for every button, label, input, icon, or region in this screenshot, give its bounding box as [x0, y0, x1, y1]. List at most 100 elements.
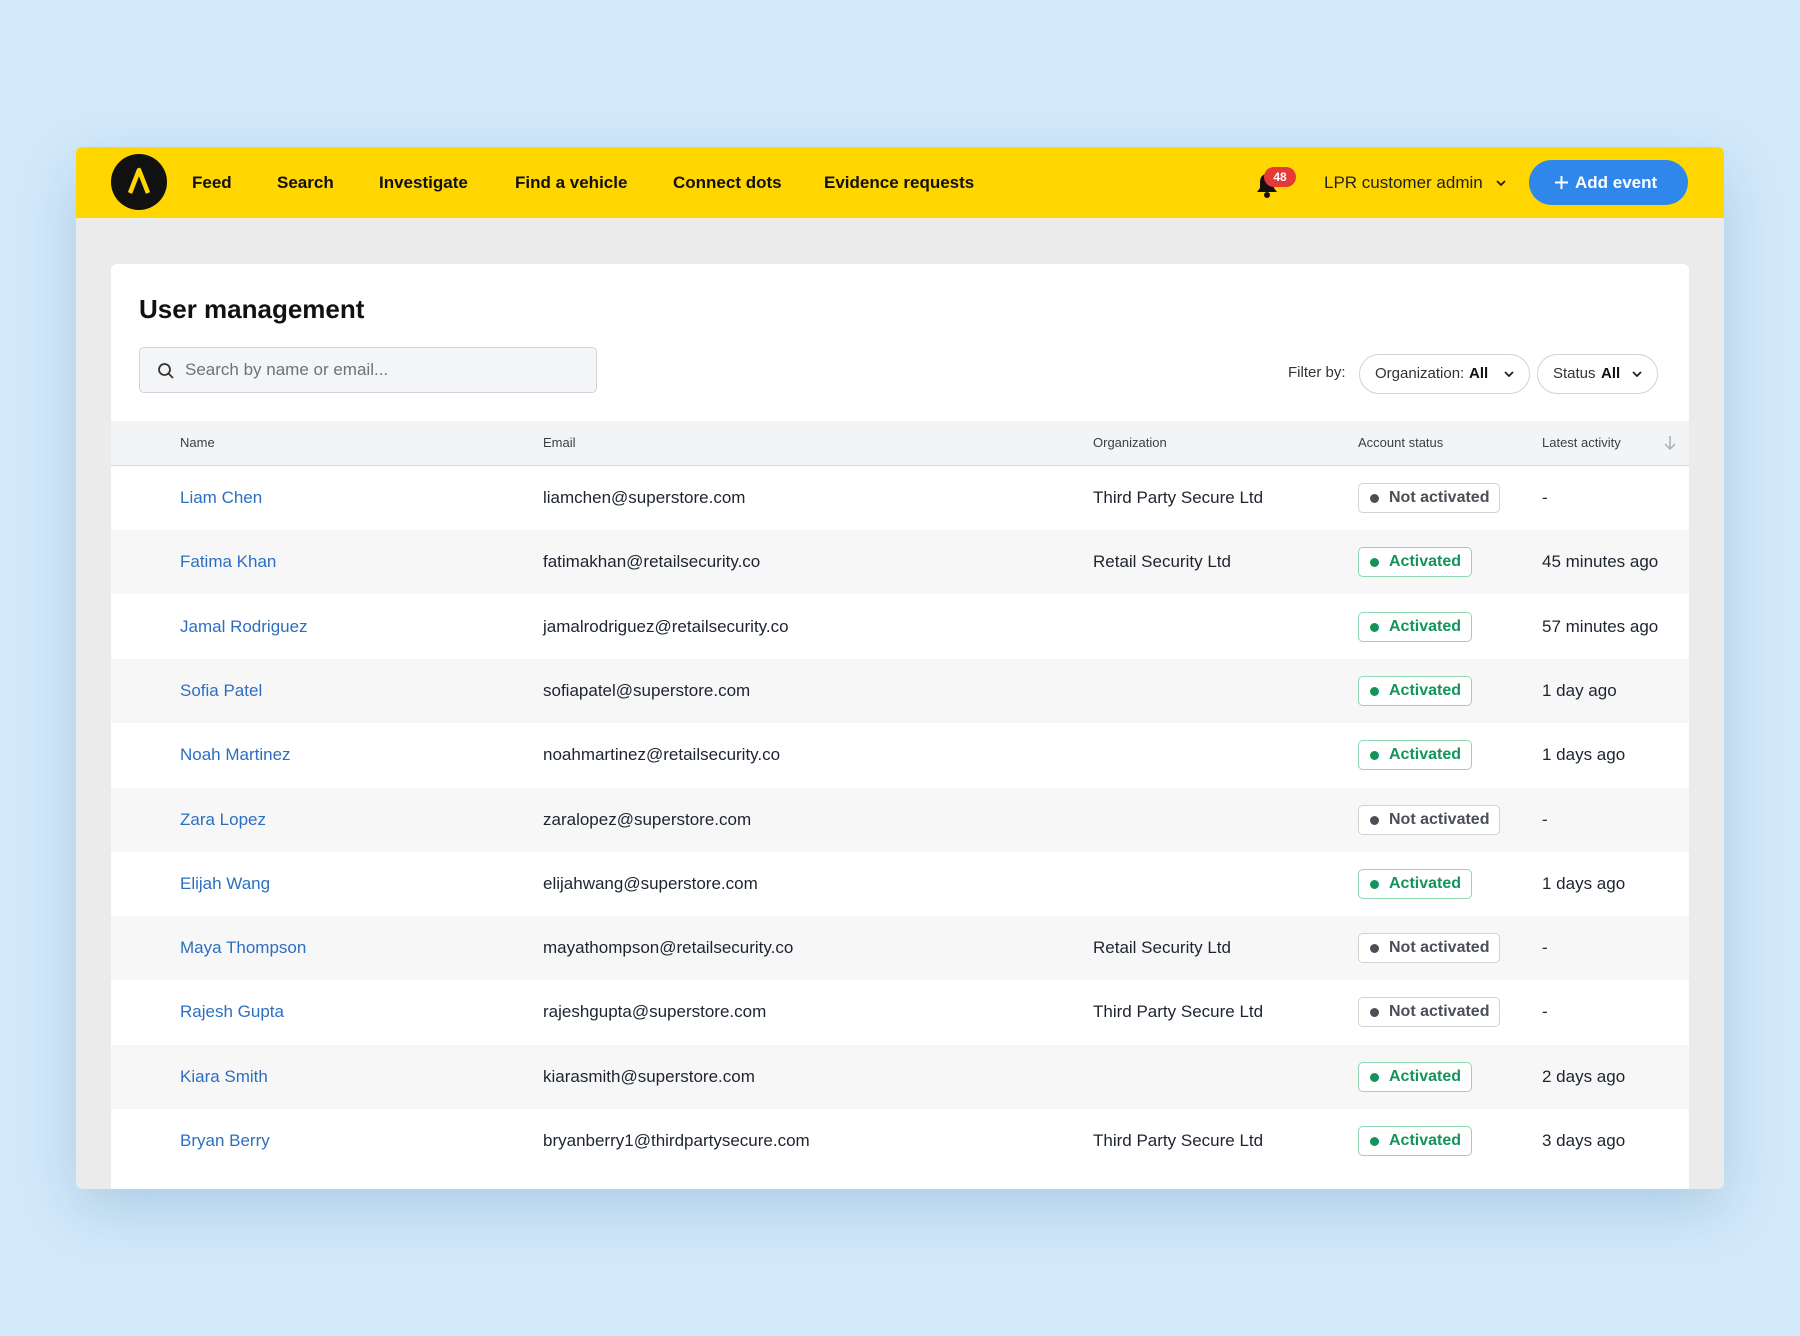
search-box[interactable]: Search by name or email...: [139, 347, 597, 393]
table-row: Fatima Khan fatimakhan@retailsecurity.co R…: [111, 530, 1689, 595]
latest-activity: 1 days ago: [1542, 873, 1626, 893]
email: rajeshgupta@superstore.com: [543, 1002, 767, 1022]
chevron-icon: [1632, 371, 1642, 378]
latest-activity: -: [1542, 488, 1548, 507]
user-name-link[interactable]: Fatima Khan: [180, 552, 277, 572]
email: mayathompson@retailsecurity.co: [543, 938, 794, 958]
user-name-link[interactable]: Kiara Smith: [180, 1066, 268, 1086]
status-badge: Activated: [1358, 1061, 1473, 1092]
latest-activity: -: [1542, 809, 1548, 829]
status-dot: [1370, 622, 1379, 632]
filter-dropdown[interactable]: Status All: [1537, 354, 1658, 394]
nav-link[interactable]: Connect dots: [673, 173, 782, 192]
status-text: Activated: [1389, 681, 1462, 699]
search-placeholder: Search by name or email...: [185, 360, 389, 379]
user-menu[interactable]: LPR customer admin: [1324, 173, 1483, 192]
user-name-link[interactable]: Elijah Wang: [180, 873, 271, 893]
status-badge: Not activated: [1358, 933, 1501, 964]
email: kiarasmith@superstore.com: [543, 1066, 755, 1086]
status-dot: [1370, 1072, 1379, 1082]
plus-icon: [1555, 176, 1568, 189]
status-dot: [1370, 1137, 1379, 1146]
status-badge: Activated: [1358, 611, 1473, 642]
chevron-icon: [1496, 180, 1506, 187]
column-header: Name: [180, 435, 215, 450]
status-dot: [1370, 815, 1379, 825]
status-text: Activated: [1389, 1067, 1462, 1085]
user-name-link[interactable]: Bryan Berry: [180, 1131, 270, 1150]
filter-value: All: [1601, 365, 1621, 382]
filter-dropdown[interactable]: Organization: All: [1359, 354, 1530, 394]
column-header: Organization: [1093, 435, 1167, 450]
nav-link[interactable]: Find a vehicle: [515, 173, 628, 192]
latest-activity: 1 days ago: [1542, 745, 1626, 765]
column-header: Email: [543, 435, 576, 450]
user-name-link[interactable]: Liam Chen: [180, 488, 263, 507]
nav-link[interactable]: Feed: [192, 173, 232, 192]
status-dot: [1370, 879, 1379, 889]
organization: Third Party Secure Ltd: [1093, 1002, 1264, 1022]
status-badge: Not activated: [1358, 804, 1501, 835]
add-event-label: Add event: [1575, 173, 1658, 192]
email: sofiapatel@superstore.com: [543, 680, 751, 700]
user-name-link[interactable]: Noah Martinez: [180, 745, 291, 765]
user-name-link[interactable]: Zara Lopez: [180, 809, 266, 829]
latest-activity: -: [1542, 938, 1548, 958]
status-text: Activated: [1389, 746, 1462, 764]
column-header[interactable]: Latest activity: [1542, 435, 1621, 450]
user-name-link[interactable]: Sofia Patel: [180, 680, 263, 700]
email: liamchen@superstore.com: [543, 488, 746, 507]
filter-name: Organization:: [1375, 365, 1465, 382]
table-row: Kiara Smith kiarasmith@superstore.com Acti…: [111, 1044, 1689, 1109]
email: jamalrodriguez@retailsecurity.co: [543, 616, 789, 636]
user-management-card: User management Search by name or email.…: [111, 264, 1689, 1189]
table-row: Liam Chen liamchen@superstore.com Third Pa…: [111, 466, 1689, 530]
latest-activity: -: [1542, 1002, 1548, 1022]
status-badge: Activated: [1358, 547, 1473, 578]
email: noahmartinez@retailsecurity.co: [543, 745, 781, 765]
notification-badge: 48: [1264, 167, 1296, 187]
latest-activity: 2 days ago: [1542, 1066, 1626, 1086]
table-row: Maya Thompson mayathompson@retailsecurity…: [111, 916, 1689, 981]
filter-name: Status: [1553, 365, 1596, 382]
page-title: User management: [139, 294, 365, 324]
filter-value: All: [1469, 365, 1489, 382]
user-name-link[interactable]: Jamal Rodriguez: [180, 616, 308, 636]
organization: Retail Security Ltd: [1093, 552, 1231, 572]
navbar: Feed Search Investigate Find a vehicle Conne…: [76, 147, 1724, 218]
status-text: Activated: [1389, 553, 1462, 571]
table-row: Jamal Rodriguez jamalrodriguez@retailsecu…: [111, 594, 1689, 659]
add-event-button[interactable]: Add event: [1529, 160, 1688, 205]
app-window: Feed Search Investigate Find a vehicle Conne…: [76, 147, 1724, 1189]
status-text: Activated: [1389, 1132, 1462, 1149]
latest-activity: 57 minutes ago: [1542, 616, 1659, 636]
table-row: Noah Martinez noahmartinez@retailsecurity…: [111, 723, 1689, 788]
sort-icon[interactable]: [1663, 435, 1677, 451]
organization: Retail Security Ltd: [1093, 938, 1231, 958]
user-name-link[interactable]: Rajesh Gupta: [180, 1002, 284, 1022]
organization: Third Party Secure Ltd: [1093, 488, 1264, 507]
status-badge: Activated: [1358, 868, 1473, 899]
table-header: Name Email Organization Account status Lates…: [111, 421, 1689, 466]
nav-link[interactable]: Investigate: [379, 173, 468, 192]
nav-link[interactable]: Evidence requests: [824, 173, 975, 192]
status-badge: Activated: [1358, 1126, 1473, 1156]
status-text: Not activated: [1389, 810, 1490, 828]
status-text: Not activated: [1389, 489, 1490, 506]
search-icon: [158, 363, 174, 379]
logo[interactable]: [111, 154, 167, 210]
status-dot: [1370, 944, 1379, 954]
table-row: Rajesh Gupta rajeshgupta@superstore.com Th…: [111, 980, 1689, 1045]
user-name-link[interactable]: Maya Thompson: [180, 938, 307, 958]
nav-link[interactable]: Search: [277, 173, 334, 192]
status-text: Not activated: [1389, 939, 1490, 957]
status-dot: [1370, 686, 1379, 696]
status-dot: [1370, 558, 1379, 568]
status-dot: [1370, 751, 1379, 761]
table-row: Elijah Wang elijahwang@superstore.com Acti…: [111, 851, 1689, 916]
email: zaralopez@superstore.com: [543, 809, 752, 829]
table-row: Zara Lopez zaralopez@superstore.com Not ac…: [111, 787, 1689, 852]
latest-activity: 1 day ago: [1542, 680, 1617, 700]
table-row: Sofia Patel sofiapatel@superstore.com Acti…: [111, 658, 1689, 723]
